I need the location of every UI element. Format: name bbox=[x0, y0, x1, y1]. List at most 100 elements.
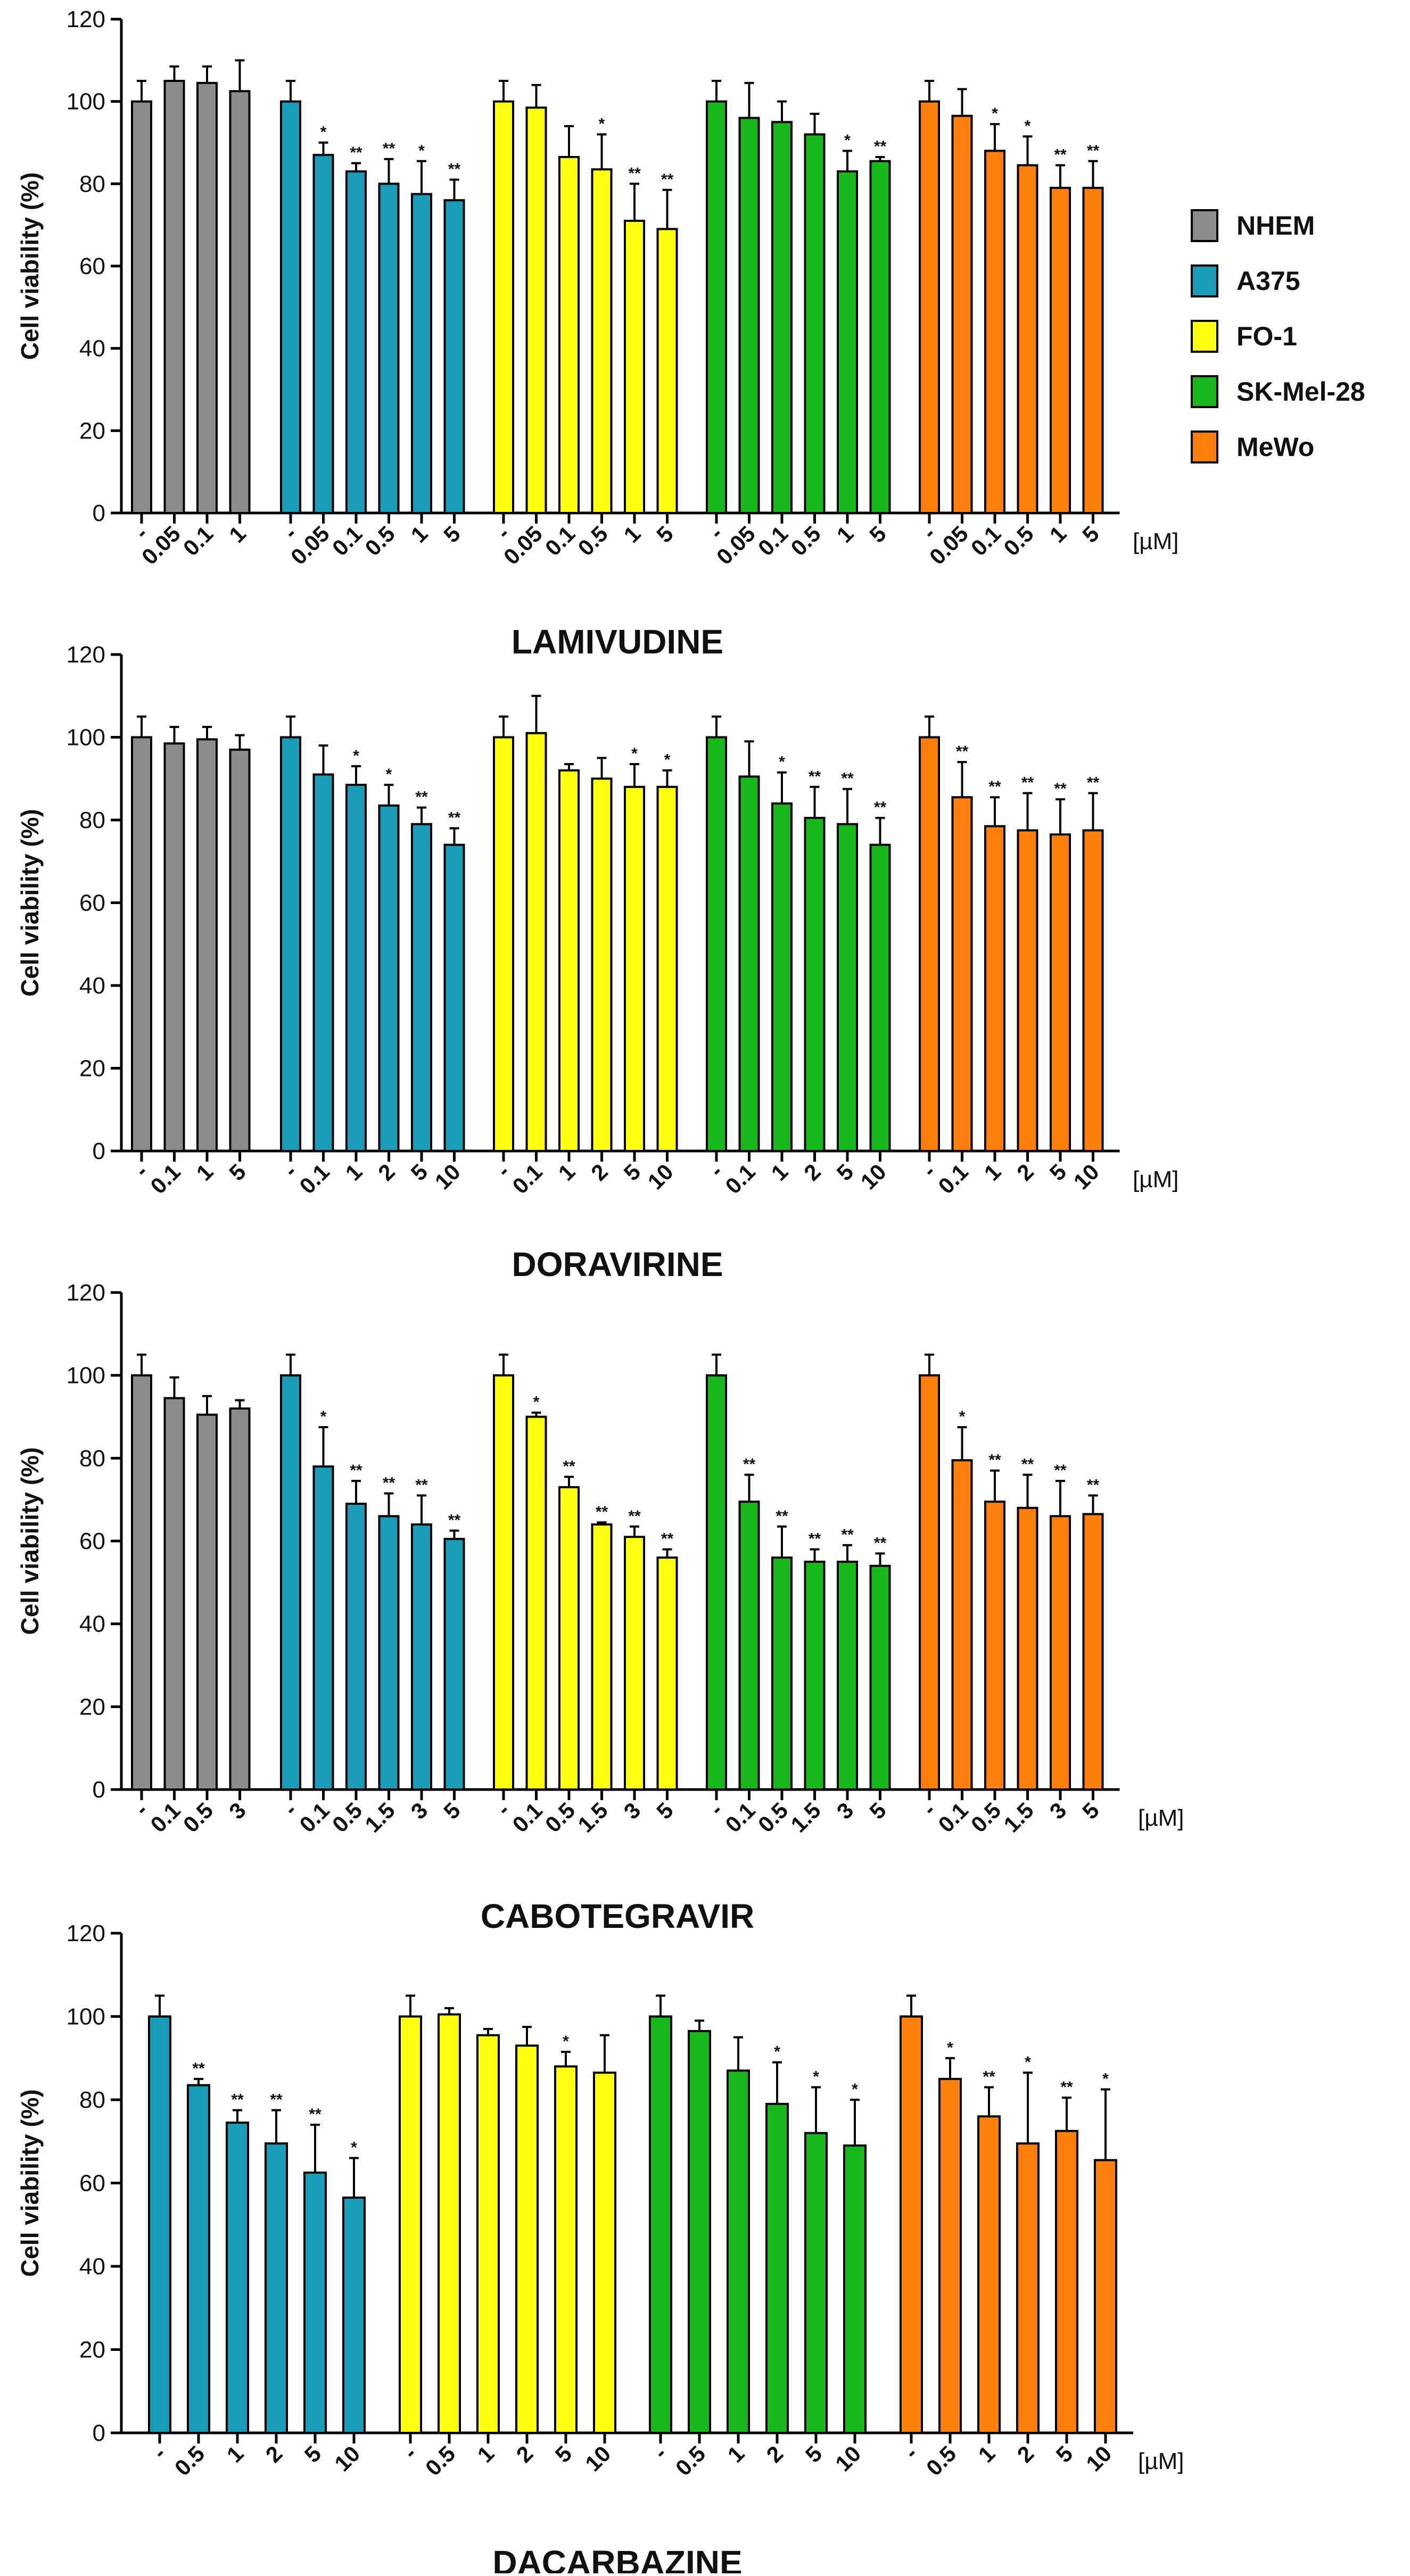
bar-nhem-0 bbox=[131, 736, 152, 1152]
bar-sk-mel-28-0 bbox=[706, 100, 727, 514]
significance-marker: ** bbox=[563, 1457, 575, 1475]
bar-mewo-4 bbox=[1050, 1515, 1071, 1791]
legend-label: NHEM bbox=[1236, 211, 1315, 241]
y-tick-label: 60 bbox=[79, 2171, 105, 2197]
x-tick-label: 3 bbox=[406, 1798, 433, 1824]
x-tick-label: 5 bbox=[300, 2441, 326, 2467]
significance-marker: * bbox=[813, 2068, 819, 2086]
x-tick-label: 5 bbox=[1045, 1159, 1071, 1186]
x-tick-label: 10 bbox=[329, 2441, 365, 2476]
x-tick-label: 1 bbox=[473, 2441, 499, 2467]
significance-marker: ** bbox=[350, 1462, 362, 1479]
x-tick-label: 0.1 bbox=[178, 521, 218, 561]
significance-marker: * bbox=[353, 747, 359, 765]
bar-fo-1-5 bbox=[656, 785, 678, 1153]
x-tick-label: 1 bbox=[832, 521, 859, 548]
x-tick-label: 1 bbox=[974, 2441, 1000, 2467]
bar-a375-5 bbox=[443, 1538, 465, 1791]
x-tick-label: 0.1 bbox=[145, 1798, 185, 1837]
x-tick-label: 5 bbox=[652, 1798, 678, 1824]
significance-marker: ** bbox=[628, 164, 641, 182]
significance-marker: ** bbox=[383, 140, 395, 158]
significance-marker: ** bbox=[1087, 142, 1100, 160]
significance-marker: ** bbox=[383, 1474, 395, 1492]
bar-mewo-5 bbox=[1082, 1513, 1104, 1791]
x-tick-label: 2 bbox=[762, 2441, 788, 2467]
x-tick-label: 5 bbox=[864, 521, 891, 548]
significance-marker: ** bbox=[1087, 774, 1100, 791]
significance-marker: ** bbox=[809, 768, 821, 785]
x-tick-label: 1.5 bbox=[360, 1798, 400, 1837]
significance-marker: ** bbox=[415, 1476, 428, 1494]
y-tick-label: 0 bbox=[93, 2420, 105, 2446]
x-tick-label: 10 bbox=[1081, 2441, 1116, 2476]
legend-label: MeWo bbox=[1236, 432, 1314, 462]
y-tick-label: 20 bbox=[79, 418, 105, 444]
y-tick-label: 100 bbox=[67, 725, 105, 751]
bar-mewo-3 bbox=[1017, 1506, 1038, 1791]
bar-fo-1-1 bbox=[525, 106, 547, 514]
x-tick-label: 0.1 bbox=[294, 1798, 334, 1837]
significance-marker: * bbox=[386, 766, 392, 783]
significance-marker: * bbox=[418, 142, 425, 160]
significance-marker: ** bbox=[596, 1503, 608, 1521]
significance-marker: * bbox=[947, 2039, 953, 2057]
x-tick-label: 5 bbox=[439, 521, 465, 548]
bar-sk-mel-28-1 bbox=[738, 117, 760, 515]
bar-a375-0 bbox=[280, 100, 301, 514]
y-tick-label: 0 bbox=[93, 1777, 105, 1803]
x-tick-label: 0.5 bbox=[573, 521, 613, 561]
y-tick-label: 80 bbox=[79, 171, 105, 197]
bar-mewo-3 bbox=[1017, 164, 1038, 514]
significance-marker: * bbox=[320, 123, 327, 141]
x-tick-label: 5 bbox=[619, 1159, 646, 1186]
x-tick-label: 0.5 bbox=[921, 2441, 961, 2481]
significance-marker: ** bbox=[309, 2106, 321, 2123]
bar-mewo-4 bbox=[1050, 833, 1071, 1152]
x-tick-label: - bbox=[899, 2441, 922, 2464]
legend-label: FO-1 bbox=[1236, 321, 1297, 351]
bar-sk-mel-28-2 bbox=[727, 2069, 750, 2434]
y-tick-label: 40 bbox=[79, 973, 105, 999]
bar-fo-1-2 bbox=[476, 2034, 500, 2434]
y-tick-label: 120 bbox=[67, 642, 105, 668]
bar-fo-1-3 bbox=[591, 777, 613, 1152]
bar-mewo-2 bbox=[984, 150, 1005, 514]
x-tick-label: 5 bbox=[439, 1798, 465, 1824]
bar-a375-5 bbox=[342, 2196, 366, 2434]
bar-a375-1 bbox=[312, 773, 334, 1152]
bar-nhem-2 bbox=[196, 738, 218, 1152]
bar-a375-2 bbox=[345, 170, 367, 514]
bar-fo-1-3 bbox=[515, 2044, 539, 2434]
significance-marker: ** bbox=[448, 161, 461, 178]
x-tick-label: 5 bbox=[652, 521, 678, 548]
x-tick-label: 10 bbox=[830, 2441, 865, 2476]
x-tick-label: 2 bbox=[586, 1159, 613, 1186]
bar-a375-3 bbox=[265, 2142, 288, 2434]
bar-a375-4 bbox=[411, 1523, 432, 1791]
x-tick-label: 2 bbox=[1012, 2441, 1039, 2467]
unit-label: [µM] bbox=[1138, 1805, 1184, 1831]
significance-marker: ** bbox=[448, 809, 461, 827]
bar-a375-3 bbox=[378, 183, 400, 515]
bar-fo-1-1 bbox=[525, 732, 547, 1152]
bar-a375-1 bbox=[312, 154, 334, 514]
bar-nhem-3 bbox=[229, 1407, 251, 1791]
legend-swatch-fo-1 bbox=[1191, 320, 1218, 353]
y-axis-label: Cell viability (%) bbox=[16, 172, 44, 360]
significance-marker: ** bbox=[1060, 2078, 1073, 2096]
bar-mewo-0 bbox=[919, 1374, 940, 1791]
legend-swatch-nhem bbox=[1191, 209, 1218, 242]
significance-marker: * bbox=[320, 1408, 327, 1426]
y-tick-label: 40 bbox=[79, 336, 105, 362]
x-tick-label: 0.5 bbox=[420, 2441, 460, 2481]
bar-a375-5 bbox=[443, 843, 465, 1152]
bar-mewo-0 bbox=[919, 100, 940, 514]
significance-marker: * bbox=[779, 753, 785, 771]
x-tick-label: 1 bbox=[619, 521, 646, 548]
bar-sk-mel-28-3 bbox=[804, 817, 826, 1153]
significance-marker: ** bbox=[988, 1452, 1001, 1469]
bar-a375-2 bbox=[345, 783, 367, 1152]
